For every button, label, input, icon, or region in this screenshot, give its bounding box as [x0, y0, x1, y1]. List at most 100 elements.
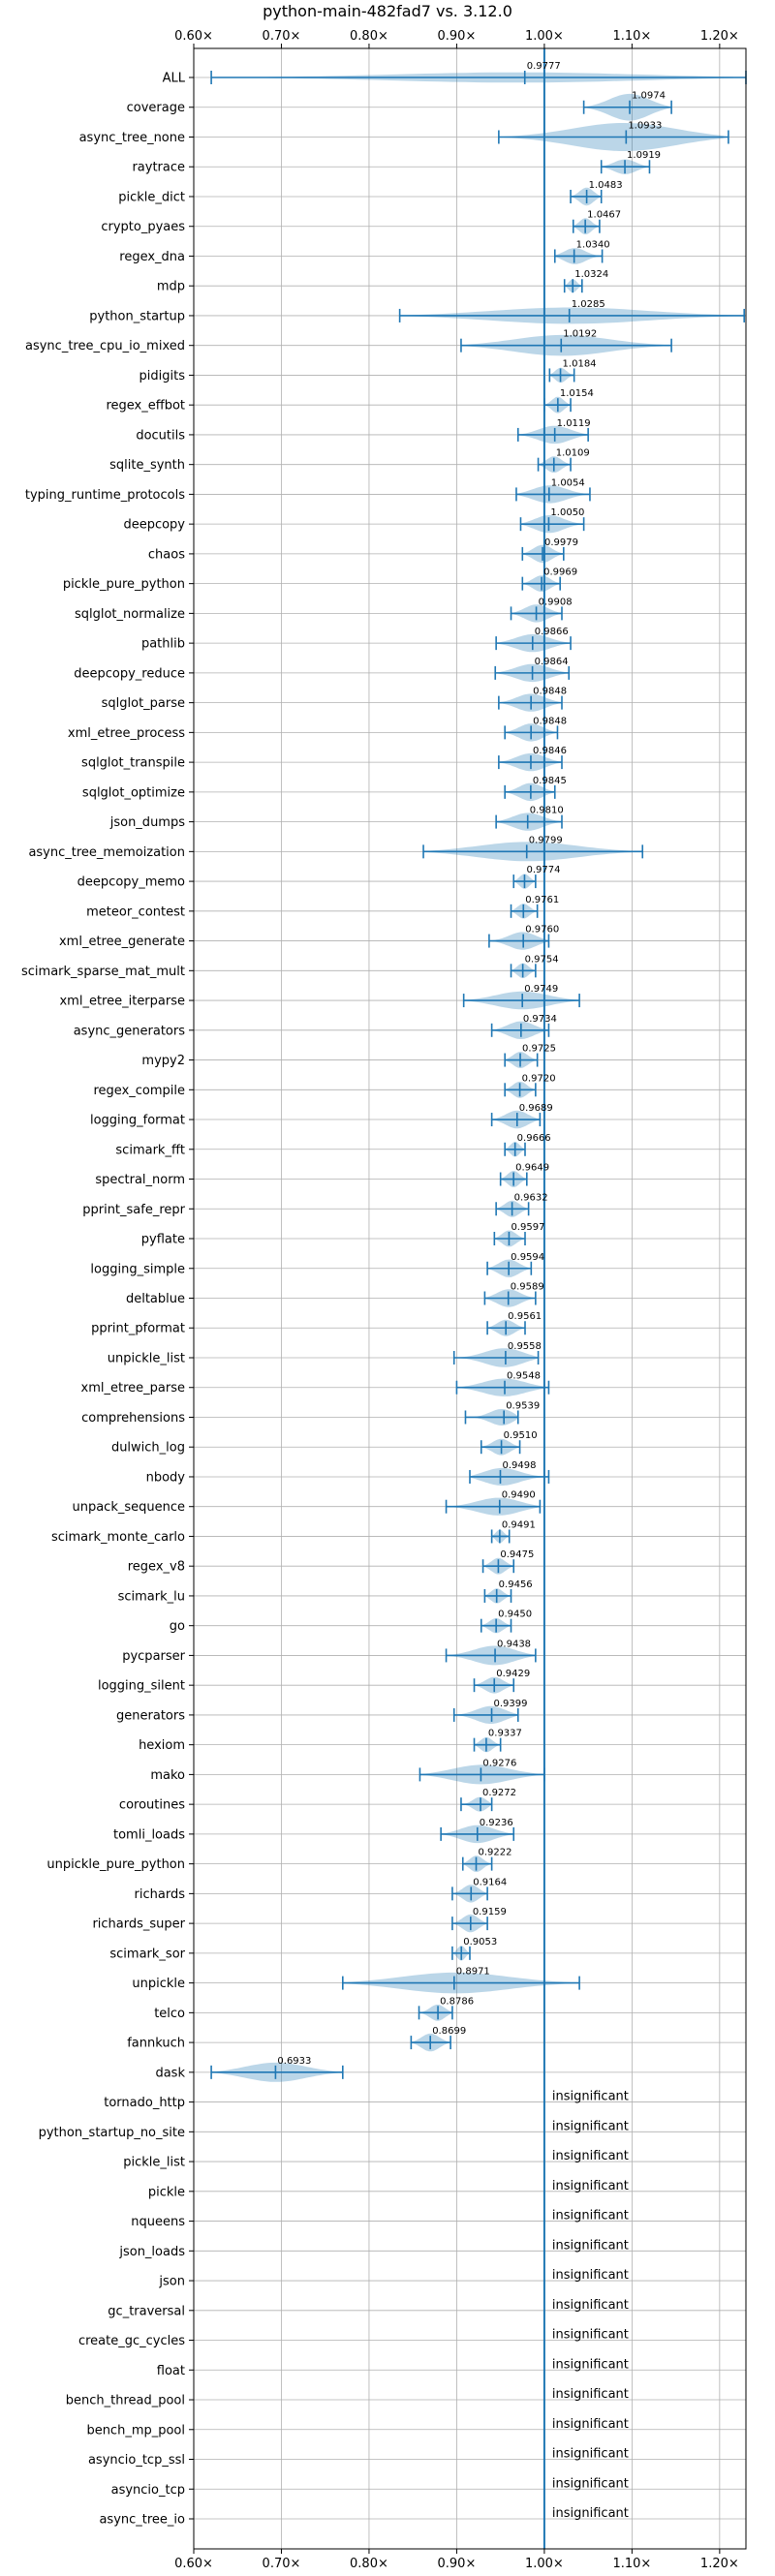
category-label: pickle_dict	[118, 190, 185, 204]
category-label: mdp	[157, 280, 185, 294]
category-label: mako	[150, 1768, 185, 1783]
value-label: 0.9777	[527, 61, 561, 72]
category-label: go	[170, 1619, 185, 1634]
category-label: asyncio_tcp_ssl	[88, 2453, 185, 2468]
category-label: pidigits	[140, 369, 186, 383]
category-label: regex_compile	[93, 1084, 185, 1098]
category-label: hexiom	[139, 1738, 185, 1753]
labels-layer: 0.60× 0.60× 0.70× 0.70× 0.80× 0.80× 0.90× 0.90×…	[21, 29, 739, 2571]
value-label: 0.9866	[535, 627, 569, 637]
value-label: 0.9725	[522, 1044, 556, 1055]
insignificant-label: insignificant	[552, 2447, 629, 2462]
value-label: 1.0324	[574, 269, 608, 280]
category-label: dask	[155, 2066, 185, 2080]
value-label: 1.0340	[576, 239, 610, 250]
category-label: deepcopy_reduce	[74, 666, 185, 681]
category-label: pickle_pure_python	[63, 577, 185, 592]
insignificant-label: insignificant	[552, 2090, 629, 2104]
category-label: xml_etree_iterparse	[59, 995, 185, 1009]
value-label: 0.9761	[525, 895, 559, 905]
value-label: 0.9399	[494, 1699, 528, 1709]
marks-layer	[210, 48, 747, 2549]
insignificant-label: insignificant	[552, 2328, 629, 2343]
category-label: unpickle_pure_python	[46, 1857, 185, 1872]
category-label: scimark_sor	[109, 1947, 185, 1961]
x-tick-label-top: 1.20×	[700, 29, 739, 44]
category-label: regex_v8	[128, 1560, 185, 1575]
category-label: comprehensions	[81, 1411, 185, 1426]
value-label: 0.9848	[533, 716, 567, 726]
value-label: 0.9594	[511, 1252, 544, 1263]
grid-layer	[193, 48, 746, 2549]
category-label: telco	[154, 2007, 185, 2021]
insignificant-label: insignificant	[552, 2209, 629, 2223]
category-label: logging_format	[90, 1114, 185, 1128]
value-label: 0.9649	[515, 1163, 549, 1174]
category-label: typing_runtime_protocols	[25, 488, 185, 503]
value-label: 0.9774	[526, 865, 560, 875]
x-tick-label-bottom: 0.90×	[438, 2557, 477, 2571]
category-label: mypy2	[141, 1054, 185, 1068]
category-label: asyncio_tcp	[111, 2483, 185, 2498]
category-label: nqueens	[131, 2215, 185, 2229]
value-label: 0.9510	[504, 1430, 538, 1441]
category-label: async_generators	[74, 1024, 186, 1038]
value-label: 0.9491	[502, 1519, 536, 1530]
x-tick-label-top: 1.10×	[612, 29, 651, 44]
category-label: xml_etree_process	[68, 726, 185, 741]
category-label: unpickle	[132, 1977, 185, 1991]
category-label: chaos	[148, 547, 185, 562]
insignificant-label: insignificant	[552, 2238, 629, 2253]
category-label: scimark_monte_carlo	[51, 1530, 185, 1545]
category-label: coverage	[127, 101, 185, 115]
category-label: deltablue	[126, 1292, 185, 1306]
value-label: 1.0192	[563, 329, 597, 340]
insignificant-label: insignificant	[552, 2298, 629, 2313]
category-label: create_gc_cycles	[78, 2334, 185, 2348]
category-label: deepcopy_memo	[78, 875, 185, 890]
value-label: 0.8699	[432, 2026, 466, 2037]
category-label: tomli_loads	[113, 1827, 185, 1842]
value-label: 0.9632	[514, 1192, 548, 1203]
value-label: 0.9864	[535, 657, 569, 667]
value-label: 0.9490	[502, 1490, 536, 1501]
value-label: 0.9159	[473, 1907, 507, 1917]
value-label: 0.9272	[482, 1788, 516, 1798]
category-label: unpickle_list	[108, 1351, 185, 1365]
value-label: 0.9846	[533, 746, 567, 756]
value-label: 0.9689	[519, 1103, 553, 1114]
category-label: pprint_pformat	[91, 1322, 185, 1336]
category-label: pathlib	[141, 637, 185, 652]
category-label: sqlglot_parse	[102, 696, 185, 711]
x-tick-label-top: 0.60×	[174, 29, 213, 44]
category-label: spectral_norm	[95, 1173, 185, 1187]
value-label: 0.9845	[533, 776, 567, 786]
category-label: sqlglot_normalize	[75, 607, 185, 622]
category-label: generators	[116, 1708, 185, 1723]
category-label: logging_silent	[98, 1679, 185, 1694]
category-label: gc_traversal	[108, 2304, 185, 2318]
value-label: 1.0154	[560, 388, 594, 399]
insignificant-label: insignificant	[552, 2179, 629, 2193]
category-label: async_tree_io	[99, 2513, 185, 2528]
category-label: pickle_list	[123, 2156, 185, 2170]
value-label: 0.9236	[480, 1818, 513, 1828]
x-tick-label-bottom: 1.20×	[700, 2557, 739, 2571]
category-label: logging_simple	[90, 1262, 185, 1276]
value-label: 1.0483	[589, 180, 623, 191]
category-label: scimark_fft	[115, 1143, 185, 1157]
value-label: 0.9720	[522, 1073, 556, 1084]
category-label: pprint_safe_repr	[82, 1203, 185, 1217]
category-label: nbody	[146, 1470, 186, 1485]
value-label: 0.8971	[456, 1967, 490, 1978]
value-label: 0.9979	[544, 537, 578, 548]
category-label: pickle	[148, 2185, 185, 2199]
value-label: 0.9164	[473, 1877, 507, 1887]
x-tick-label-bottom: 1.10×	[612, 2557, 651, 2571]
category-label: xml_etree_parse	[81, 1381, 185, 1395]
insignificant-label: insignificant	[552, 2149, 629, 2163]
category-label: crypto_pyaes	[101, 220, 185, 234]
category-label: raytrace	[132, 161, 185, 175]
value-label: 0.9799	[529, 835, 563, 845]
value-label: 1.0285	[572, 299, 605, 310]
